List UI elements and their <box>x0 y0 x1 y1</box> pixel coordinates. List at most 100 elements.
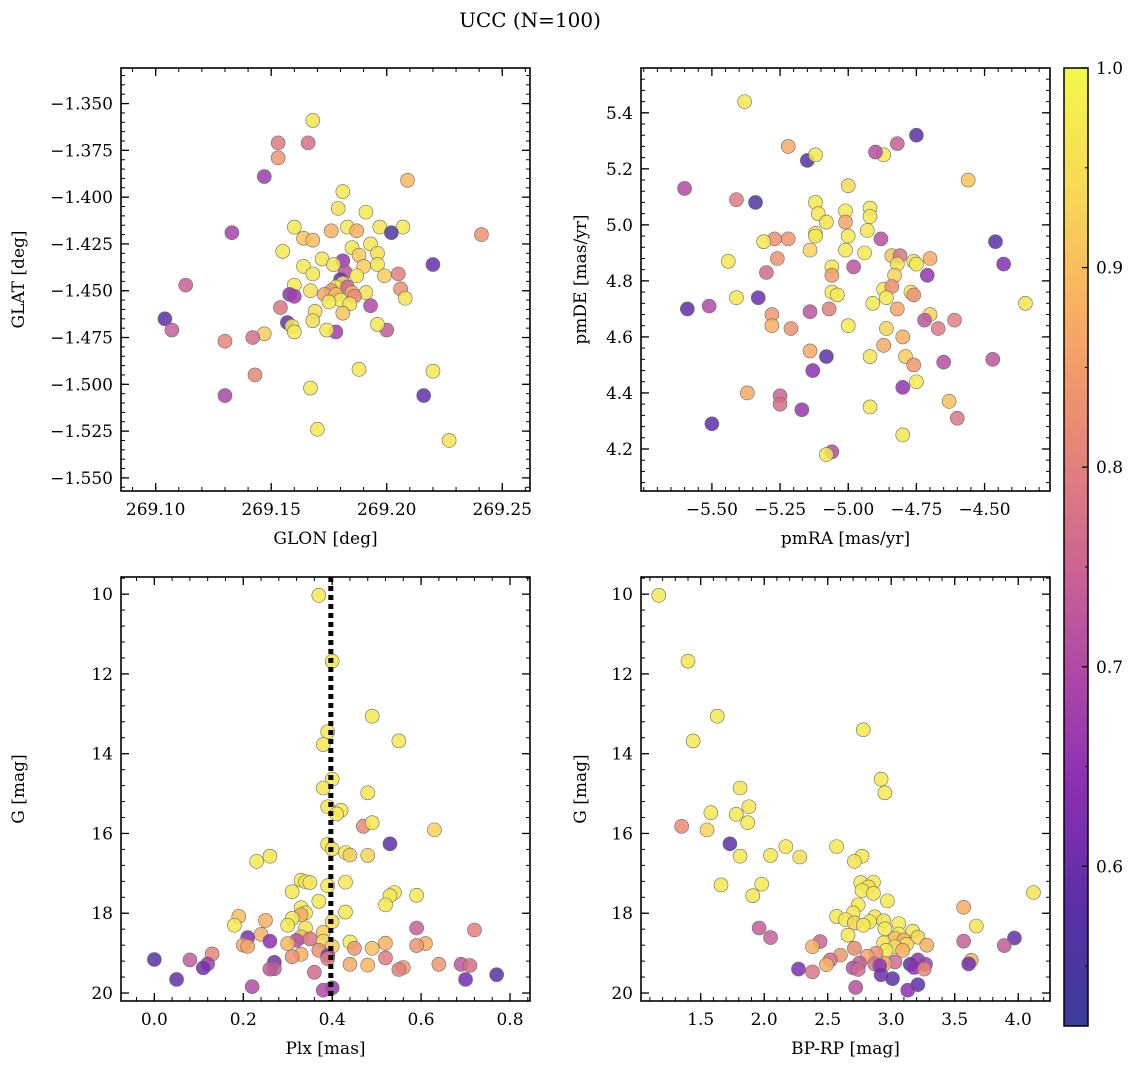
data-point <box>778 839 794 854</box>
data-point <box>732 848 748 864</box>
data-point <box>728 807 744 822</box>
data-point <box>217 388 233 403</box>
data-point <box>720 253 736 269</box>
data-point <box>441 433 457 448</box>
data-point <box>287 219 302 235</box>
colorbar-tick-label: 0.8 <box>1096 458 1123 478</box>
data-point <box>763 848 778 863</box>
data-point <box>378 950 393 966</box>
data-point <box>315 982 331 998</box>
data-point <box>906 287 921 303</box>
data-point <box>217 333 233 349</box>
y-tick-label: 12 <box>611 665 633 685</box>
data-point <box>358 204 374 220</box>
data-point <box>462 958 478 973</box>
y-tick-label: 14 <box>611 745 633 765</box>
data-point <box>745 888 761 903</box>
data-point <box>270 135 286 151</box>
data-point <box>879 321 894 336</box>
data-point <box>873 231 889 247</box>
data-point <box>729 290 744 306</box>
data-point <box>862 399 878 415</box>
data-point <box>680 301 695 317</box>
scatter-points <box>157 113 489 448</box>
data-point <box>865 296 881 311</box>
data-point <box>245 330 261 345</box>
data-point <box>425 363 441 379</box>
data-point <box>427 822 442 838</box>
data-point <box>284 884 300 900</box>
y-axis-label: GLAT [deg] <box>9 230 29 328</box>
data-point <box>342 847 358 863</box>
colorbar-ticks: 0.6 0.7 0.8 0.9 1.0 <box>1082 59 1123 967</box>
data-point <box>1018 296 1033 311</box>
data-point <box>227 917 242 933</box>
data-point <box>890 301 905 317</box>
data-point <box>880 893 895 909</box>
y-tick-label: 18 <box>611 904 633 924</box>
data-point <box>224 225 240 241</box>
data-point <box>772 396 788 412</box>
data-point <box>489 967 504 982</box>
data-point <box>763 930 778 945</box>
data-point <box>876 338 891 353</box>
data-point <box>961 956 977 972</box>
data-point <box>425 257 441 272</box>
data-point <box>808 147 823 163</box>
data-point <box>895 329 911 345</box>
y-axis-label: G [mag] <box>571 754 591 823</box>
data-point <box>936 354 951 370</box>
data-point <box>969 918 984 934</box>
x-axis-label: GLON [deg] <box>273 529 377 549</box>
data-point <box>737 94 752 109</box>
data-point <box>1026 885 1041 900</box>
data-point <box>840 927 856 943</box>
data-point <box>467 922 482 938</box>
x-tick-label: 4.0 <box>1005 1010 1032 1030</box>
data-point <box>862 349 878 364</box>
data-point <box>949 410 965 426</box>
data-point <box>391 733 407 749</box>
data-point <box>674 818 689 834</box>
x-tick-label: 0.2 <box>230 1010 257 1030</box>
data-point <box>321 294 337 310</box>
data-point <box>916 961 932 977</box>
data-point <box>829 839 844 854</box>
data-point <box>378 935 393 951</box>
x-tick-label: 0.0 <box>141 1010 168 1030</box>
data-point <box>338 904 353 920</box>
data-point <box>906 357 921 373</box>
data-point <box>300 135 316 151</box>
data-point <box>287 289 302 304</box>
data-point <box>311 893 327 909</box>
data-point <box>351 362 367 377</box>
data-point <box>783 321 799 336</box>
data-point <box>930 321 946 336</box>
data-point <box>360 957 376 973</box>
data-point <box>391 962 407 977</box>
data-point <box>840 318 856 334</box>
data-point <box>651 588 667 603</box>
y-tick-label: 16 <box>611 824 633 844</box>
y-tick-label: 4.8 <box>606 272 633 292</box>
data-point <box>722 836 738 852</box>
data-point <box>377 268 392 284</box>
x-tick-label: 269.20 <box>357 500 416 520</box>
data-point <box>364 941 380 956</box>
axes-frame <box>640 67 1051 492</box>
data-point <box>764 318 780 334</box>
colorbar-tick-label: 0.6 <box>1096 857 1123 877</box>
data-point <box>284 949 300 965</box>
data-point <box>699 822 715 838</box>
colorbar-tick-label: 0.9 <box>1096 259 1123 279</box>
data-point <box>704 416 720 432</box>
data-point <box>847 941 862 956</box>
data-point <box>988 234 1003 249</box>
data-point <box>364 815 380 831</box>
data-point <box>677 181 692 196</box>
data-point <box>157 311 173 327</box>
data-point <box>315 737 331 752</box>
x-tick-label: 269.15 <box>241 500 300 520</box>
data-point <box>409 887 424 903</box>
data-point <box>342 957 358 972</box>
